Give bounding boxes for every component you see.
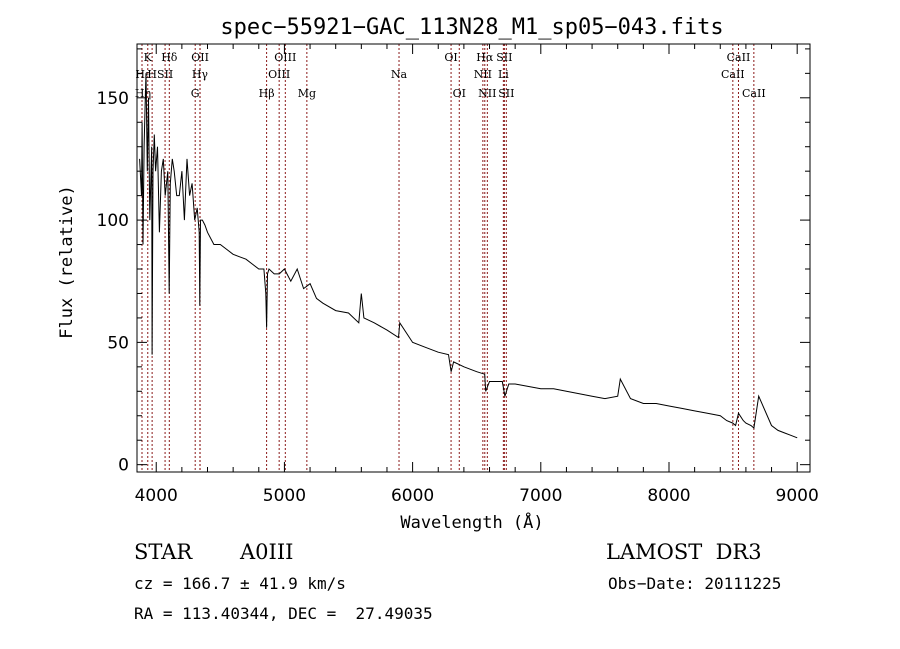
line-marker-label: Hγ bbox=[192, 68, 209, 81]
x-axis-label: Wavelength (Å) bbox=[400, 511, 543, 533]
x-tick-label: 9000 bbox=[776, 486, 819, 506]
line-marker-label: Mg bbox=[298, 87, 316, 100]
x-tick-label: 4000 bbox=[135, 486, 178, 506]
x-tick-label: 7000 bbox=[519, 486, 562, 506]
line-marker-label: OI bbox=[444, 51, 457, 64]
redshift-value: cz = 166.7 ± 41.9 km/s bbox=[134, 574, 346, 593]
axes: 4000 5000 6000 7000 8000 9000 0 50 100 150 bbox=[97, 44, 819, 506]
line-marker-label: Na bbox=[391, 68, 408, 81]
object-subclass: A0III bbox=[240, 540, 294, 564]
line-marker-label: OIII bbox=[268, 68, 290, 81]
line-marker-label: CaII bbox=[742, 87, 766, 100]
line-marker-label: SII bbox=[498, 87, 514, 100]
chart-title: spec−55921−GAC_113N28_M1_sp05−043.fits bbox=[220, 15, 723, 40]
line-marker-label: Hβ bbox=[259, 87, 275, 100]
spectrum-line bbox=[139, 73, 798, 439]
line-marker-label: Hε bbox=[135, 68, 151, 81]
line-marker-label: G bbox=[191, 87, 200, 100]
line-marker-label: Li bbox=[498, 68, 509, 81]
y-tick-label: 0 bbox=[118, 456, 129, 476]
line-marker-label: Hα bbox=[476, 51, 494, 64]
line-marker-label: H bbox=[147, 68, 157, 81]
line-marker-label: NII bbox=[474, 68, 492, 81]
y-tick-label: 50 bbox=[107, 333, 129, 353]
line-marker-label: NII bbox=[478, 87, 496, 100]
line-marker-label: SII bbox=[496, 51, 512, 64]
line-marker-label: Hη bbox=[135, 87, 151, 100]
line-marker-label: OI bbox=[453, 87, 466, 100]
line-marker-label: CaII bbox=[721, 68, 745, 81]
line-marker-label: OIII bbox=[274, 51, 296, 64]
object-class: STAR bbox=[134, 540, 193, 564]
plot-frame bbox=[136, 43, 811, 473]
y-axis-label: Flux (relative) bbox=[57, 185, 77, 339]
y-tick-label: 100 bbox=[97, 211, 129, 231]
x-tick-label: 5000 bbox=[263, 486, 306, 506]
line-marker-label: Hδ bbox=[161, 51, 178, 64]
line-marker-label: OII bbox=[191, 51, 209, 64]
survey-name: LAMOST DR3 bbox=[606, 540, 762, 564]
y-tick-label: 150 bbox=[97, 89, 129, 109]
line-marker-label: K bbox=[144, 51, 153, 64]
x-tick-label: 6000 bbox=[391, 486, 434, 506]
coordinates: RA = 113.40344, DEC = 27.49035 bbox=[134, 604, 433, 623]
line-marker-label: SII bbox=[157, 68, 173, 81]
observation-date: Obs−Date: 20111225 bbox=[608, 574, 782, 593]
x-tick-label: 8000 bbox=[647, 486, 690, 506]
line-marker-label: CaII bbox=[727, 51, 751, 64]
